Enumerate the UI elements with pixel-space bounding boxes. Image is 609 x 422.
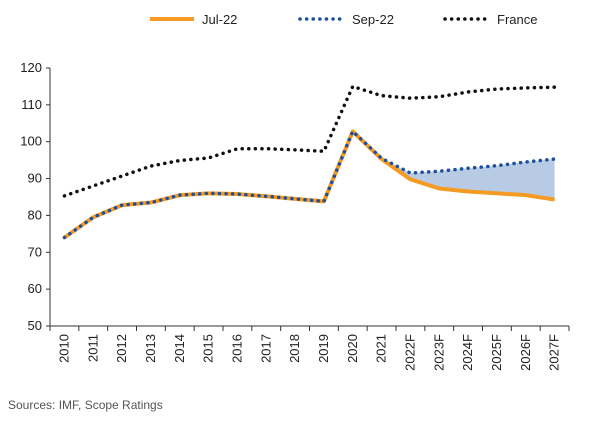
plot-area bbox=[62, 84, 557, 240]
line-chart: Jul-22 Sep-22 France 50 60 70 80 90 100 110 120 20… bbox=[20, 12, 570, 371]
x-tick-label: 2020 bbox=[345, 334, 360, 363]
y-tick-label: 80 bbox=[28, 207, 42, 222]
y-tick-label: 70 bbox=[28, 244, 42, 259]
x-tick-label: 2023F bbox=[431, 334, 446, 371]
y-tick-label: 90 bbox=[28, 171, 42, 186]
y-tick-label: 110 bbox=[21, 97, 42, 112]
x-tick-label: 2018 bbox=[287, 334, 302, 363]
source-note: Sources: IMF, Scope Ratings bbox=[8, 398, 163, 412]
legend-label-france: France bbox=[497, 12, 537, 27]
legend-label-sep-22: Sep-22 bbox=[352, 12, 394, 27]
x-tick-label: 2024F bbox=[460, 334, 475, 371]
x-tick-label: 2013 bbox=[143, 334, 158, 363]
forecast-gap-area bbox=[381, 158, 555, 200]
x-tick-label: 2026F bbox=[518, 334, 533, 371]
x-tick-label: 2014 bbox=[172, 334, 187, 363]
series-line-france bbox=[62, 84, 557, 198]
series-line-sep-22 bbox=[62, 129, 557, 240]
y-tick-label: 120 bbox=[20, 60, 42, 75]
x-tick-label: 2019 bbox=[316, 334, 331, 363]
legend: Jul-22 Sep-22 France bbox=[150, 12, 537, 27]
axes: 50 60 70 80 90 100 110 120 2010 2011 2012 2013 2014 2… bbox=[20, 60, 570, 371]
x-tick-label: 2010 bbox=[56, 334, 71, 363]
x-tick-label: 2017 bbox=[258, 334, 273, 363]
x-tick-label: 2025F bbox=[489, 334, 504, 371]
x-tick-label: 2021 bbox=[374, 334, 389, 363]
y-tick-label: 50 bbox=[28, 318, 42, 333]
x-tick-label: 2015 bbox=[201, 334, 216, 363]
x-tick-label: 2012 bbox=[114, 334, 129, 363]
x-tick-label: 2027F bbox=[547, 334, 562, 371]
legend-label-jul-22: Jul-22 bbox=[202, 12, 237, 27]
y-tick-label: 100 bbox=[20, 134, 42, 149]
y-tick-label: 60 bbox=[28, 281, 42, 296]
x-tick-label: 2011 bbox=[85, 334, 100, 362]
x-tick-label: 2022F bbox=[402, 334, 417, 371]
x-tick-label: 2016 bbox=[229, 334, 244, 363]
